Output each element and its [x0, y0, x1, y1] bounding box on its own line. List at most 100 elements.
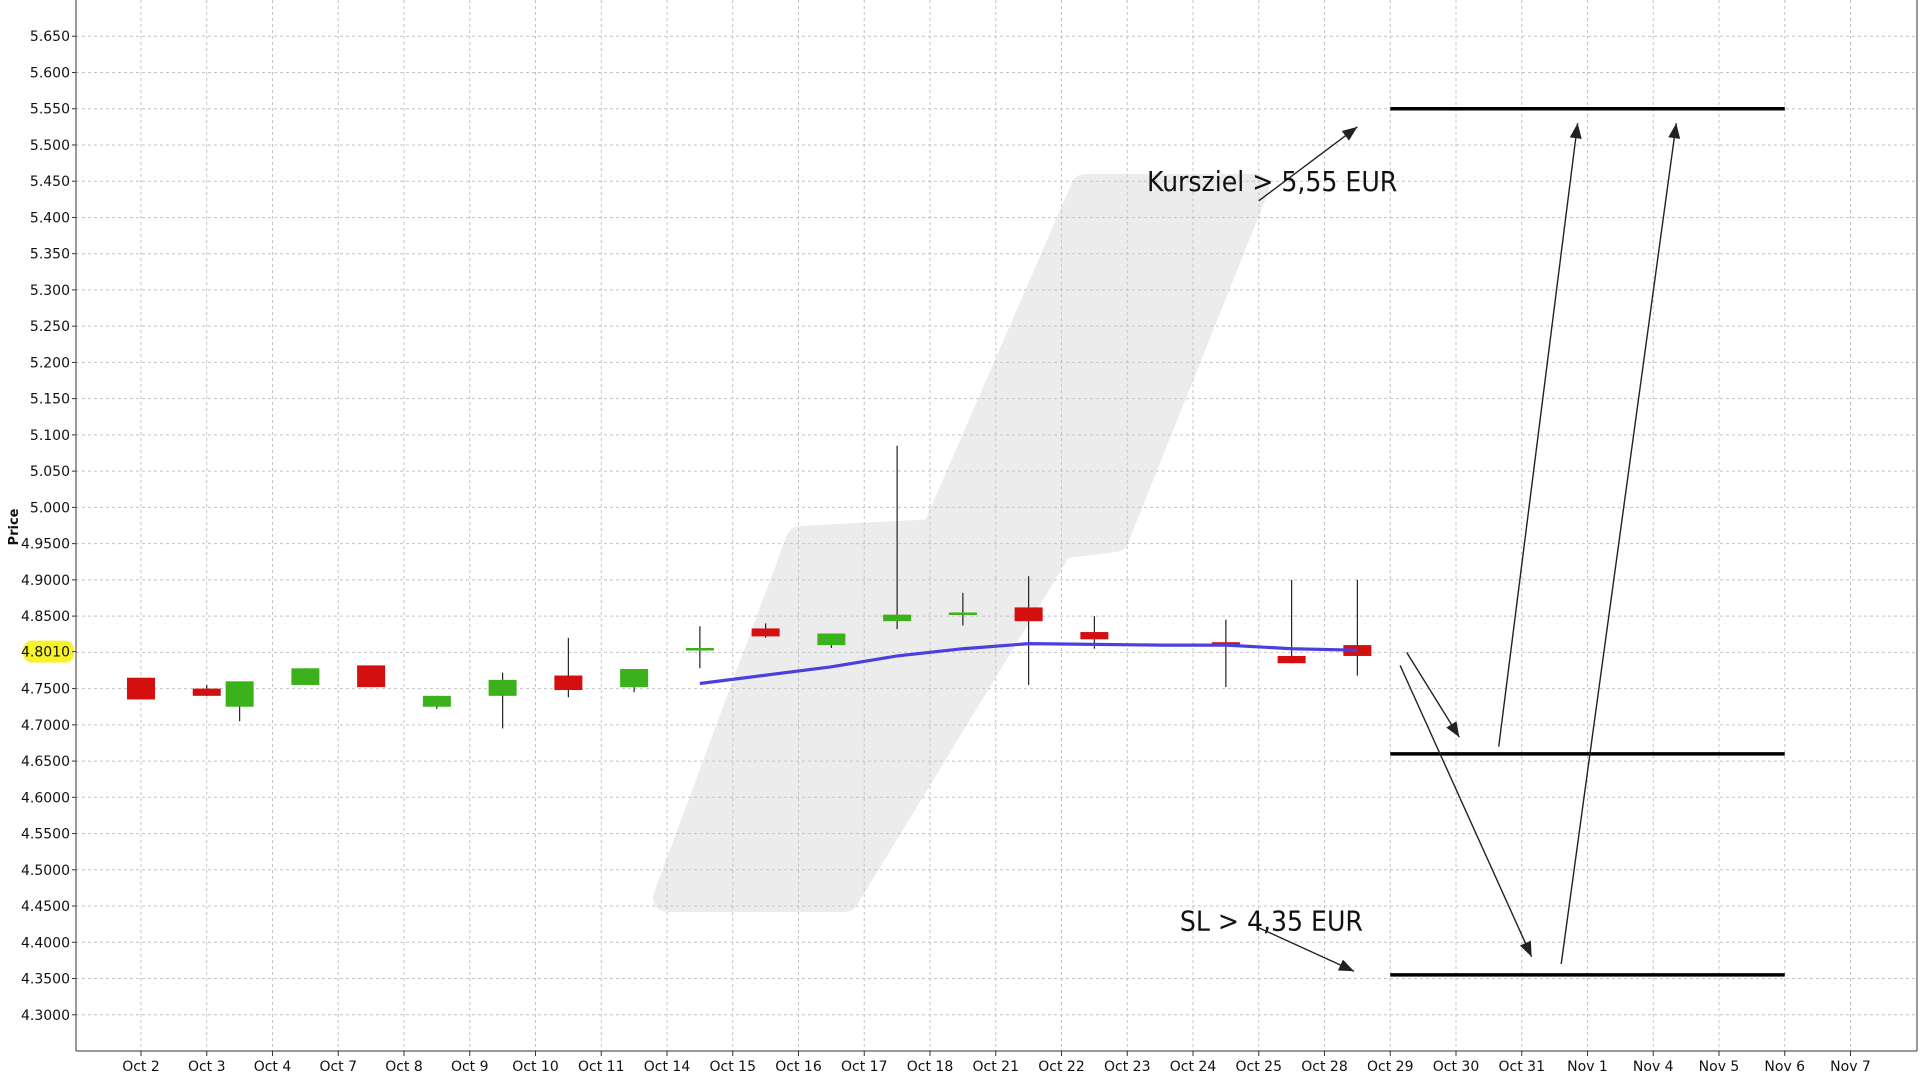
candles: [127, 445, 1372, 729]
y-tick-label: 5.550: [30, 102, 70, 118]
candle-body: [554, 675, 583, 691]
x-tick-label: Oct 2: [122, 1059, 160, 1075]
x-tick-label: Oct 8: [385, 1059, 423, 1075]
y-axis-ticks: 5.650 5.600 5.550 5.500 5.450 5.400 5.350 5.300…: [21, 29, 76, 1024]
annotation-text: SL > 4,35 EUR: [1180, 905, 1363, 938]
x-tick-label: Oct 29: [1367, 1059, 1413, 1075]
arrow-head: [1569, 123, 1582, 139]
y-tick-label: 4.3500: [21, 972, 70, 988]
candle-body: [422, 695, 451, 707]
x-tick-label: Oct 18: [907, 1059, 953, 1075]
arrow: [1258, 126, 1358, 202]
y-tick-label: 5.050: [30, 464, 70, 480]
y-tick-label: 4.5000: [21, 863, 70, 879]
arrow-head: [1668, 123, 1681, 139]
y-tick-label: 4.3000: [21, 1008, 70, 1024]
y-tick-label: 4.5500: [21, 827, 70, 843]
candle-body: [948, 612, 977, 615]
candle: [620, 669, 649, 693]
x-tick-label: Oct 23: [1104, 1059, 1150, 1075]
x-tick-label: Nov 1: [1567, 1059, 1608, 1075]
candle: [1277, 579, 1306, 664]
x-tick-label: Oct 31: [1499, 1059, 1545, 1075]
y-tick-label: 5.450: [30, 174, 70, 190]
candle: [883, 445, 912, 630]
watermark-shape: [653, 174, 1269, 912]
arrow-head: [1446, 721, 1460, 738]
candle-body: [1080, 632, 1109, 640]
y-tick-label: 4.6500: [21, 754, 70, 770]
x-tick-label: Oct 4: [254, 1059, 292, 1075]
annotation-text: Kursziel > 5,55 EUR: [1147, 165, 1397, 198]
x-tick-label: Oct 10: [512, 1059, 558, 1075]
candle: [422, 695, 451, 709]
arrow-head: [1341, 126, 1358, 141]
candle: [1343, 579, 1372, 676]
y-tick-label: 5.000: [30, 500, 70, 516]
x-tick-label: Oct 7: [319, 1059, 357, 1075]
y-tick-label: 5.250: [30, 319, 70, 335]
arrow: [1498, 123, 1582, 747]
y-tick-label: 4.4000: [21, 935, 70, 951]
candle-body: [620, 669, 649, 688]
candle: [127, 677, 155, 700]
arrow: [1258, 927, 1355, 972]
candle: [685, 626, 714, 669]
price-levels: [1390, 106, 1785, 977]
candle-body: [127, 677, 155, 700]
arrows: [1258, 123, 1681, 972]
arrow-head: [1337, 959, 1355, 972]
moving-average: [699, 642, 1358, 686]
watermark-logo: [653, 174, 1269, 912]
axes: [75, 0, 1918, 1052]
candle: [817, 633, 846, 648]
arrow-shaft: [1399, 665, 1533, 958]
x-tick-label: Oct 16: [775, 1059, 822, 1075]
moving-average-line: [699, 642, 1358, 686]
x-tick-label: Oct 22: [1038, 1059, 1084, 1075]
candle-body: [192, 688, 221, 696]
arrow-shaft: [1258, 927, 1355, 972]
candle: [225, 681, 254, 722]
candle-body: [1277, 655, 1306, 664]
y-tick-label: 5.300: [30, 283, 70, 299]
annotations: Kursziel > 5,55 EUR SL > 4,35 EUR: [1147, 165, 1397, 937]
y-tick-label: 4.7000: [21, 718, 70, 734]
arrow-head: [1519, 940, 1532, 957]
candle-body: [291, 668, 320, 685]
y-tick-label: 4.8500: [21, 609, 70, 625]
x-tick-label: Oct 25: [1236, 1059, 1282, 1075]
y-tick-label: 5.350: [30, 247, 70, 263]
x-tick-label: Oct 15: [710, 1059, 756, 1075]
arrow-shaft: [1258, 126, 1358, 202]
candle-body: [225, 681, 254, 707]
candle-body: [1014, 607, 1043, 622]
x-tick-label: Oct 21: [973, 1059, 1019, 1075]
candle: [751, 623, 780, 638]
candle: [1211, 619, 1240, 688]
candle-body: [817, 633, 846, 646]
candle: [291, 668, 320, 685]
candle: [554, 637, 583, 698]
candle-body: [685, 647, 714, 651]
arrow: [1399, 665, 1533, 958]
candle-body: [357, 665, 386, 688]
y-tick-label: 5.650: [30, 29, 70, 45]
y-tick-label: 5.150: [30, 392, 70, 408]
x-tick-label: Nov 7: [1830, 1059, 1871, 1075]
x-tick-label: Oct 28: [1301, 1059, 1347, 1075]
candle-body: [488, 679, 517, 696]
y-tick-label: 5.100: [30, 428, 70, 444]
current-price-highlight: [23, 640, 74, 663]
candle-body: [751, 628, 780, 637]
x-tick-label: Oct 9: [451, 1059, 489, 1075]
arrow: [1406, 651, 1460, 738]
y-tick-label: 4.4500: [21, 899, 70, 915]
arrow-shaft: [1406, 651, 1460, 738]
x-tick-label: Oct 11: [578, 1059, 624, 1075]
x-tick-label: Nov 6: [1764, 1059, 1805, 1075]
candle-body: [883, 614, 912, 622]
candle: [1014, 576, 1043, 685]
x-tick-label: Nov 4: [1633, 1059, 1674, 1075]
arrow-shaft: [1560, 123, 1677, 965]
